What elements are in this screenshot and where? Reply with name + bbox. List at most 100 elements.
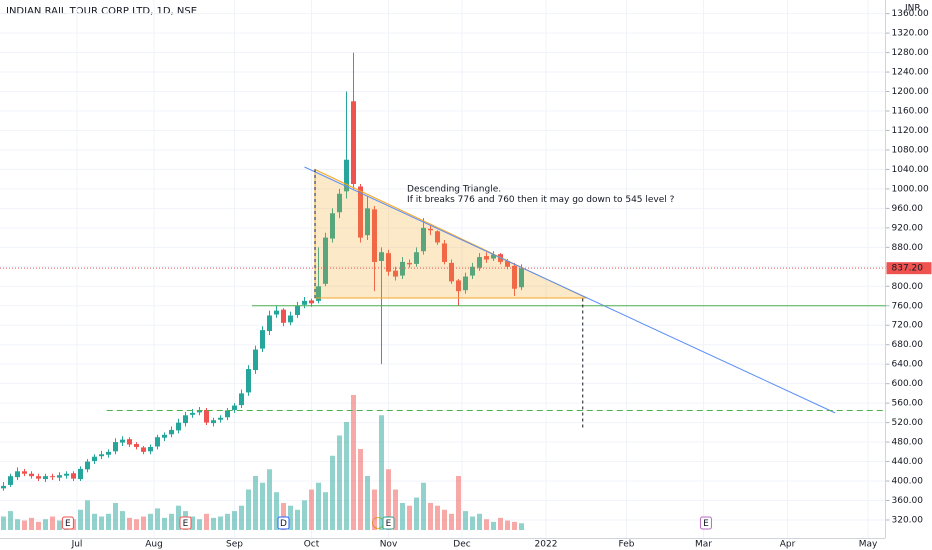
volume-bar (323, 492, 328, 530)
volume-bar (484, 519, 489, 530)
candle-body (106, 451, 111, 455)
x-tick-label: Aug (145, 540, 163, 550)
y-tick-label: 1160.00 (892, 107, 929, 117)
candle-body (197, 410, 202, 413)
volume-bar (43, 519, 48, 530)
y-tick-label: 1080.00 (892, 145, 929, 155)
candle-body (372, 209, 377, 262)
candle-body (253, 349, 258, 371)
event-marker (277, 516, 290, 530)
volume-bar (337, 435, 342, 530)
volume-bar (477, 513, 482, 530)
event-label: E (703, 519, 709, 529)
volume-bar (414, 497, 419, 530)
volume-bar (85, 500, 90, 530)
volume-bar (190, 516, 195, 530)
candle-body (190, 412, 195, 415)
candle-body (148, 446, 153, 452)
volume-bar (15, 519, 20, 530)
volume-bar (148, 513, 153, 530)
volume-bar (134, 519, 139, 530)
candle-body (519, 268, 524, 288)
candle-body (316, 286, 321, 301)
candle-body (232, 405, 237, 410)
volume-bar (22, 520, 27, 530)
volume-bar (267, 469, 272, 530)
candle-body (169, 429, 174, 435)
last-price-box (886, 262, 932, 275)
candle-body (127, 439, 132, 445)
y-tick-label: 1000.00 (892, 184, 929, 194)
event-marker (61, 516, 74, 530)
currency-label: INR (905, 4, 921, 14)
y-tick-label: 880.00 (892, 243, 924, 253)
event-marker (382, 516, 395, 530)
volume-bar (176, 505, 181, 530)
candle-body (442, 243, 447, 262)
candle-body (85, 461, 90, 470)
candle-body (113, 442, 118, 452)
y-tick-label: 920.00 (892, 223, 924, 233)
candle-body (477, 257, 482, 268)
volume-bar (330, 455, 335, 530)
candle-body (344, 159, 349, 192)
volume-bar (435, 505, 440, 530)
volume-bar (351, 395, 356, 530)
y-tick-label: 1320.00 (892, 29, 929, 39)
candle-body (57, 475, 62, 478)
candle-body (358, 186, 363, 238)
candle-body (428, 228, 433, 231)
x-tick-label: Dec (453, 540, 470, 550)
candle-body (260, 330, 265, 349)
candle-body (155, 437, 160, 447)
volume-bar (225, 513, 230, 530)
volume-bar (120, 511, 125, 530)
event-label: E (65, 519, 71, 529)
candle-body (78, 468, 83, 480)
volume-bar (379, 415, 384, 530)
candle-body (211, 420, 216, 424)
volume-bar (127, 517, 132, 530)
candle-body (43, 476, 48, 480)
candle-body (141, 447, 146, 452)
volume-bar (393, 489, 398, 530)
candle-body (8, 476, 13, 485)
volume-bar (386, 469, 391, 530)
candle-body (491, 254, 496, 259)
candle-body (246, 369, 251, 393)
y-tick-label: 1280.00 (892, 48, 929, 58)
candle-body (274, 310, 279, 315)
volume-bar (155, 508, 160, 530)
candle-body (183, 415, 188, 424)
volume-bar (106, 513, 111, 530)
volume-bar (365, 476, 370, 530)
candle-body (351, 101, 356, 185)
volume-bar (162, 517, 167, 530)
volume-bar (463, 511, 468, 530)
volume-bar (92, 513, 97, 530)
x-tick-label: Oct (304, 540, 320, 550)
volume-bar (50, 516, 55, 530)
volume-bar (358, 449, 363, 530)
y-tick-label: 480.00 (892, 438, 924, 448)
volume-bar (400, 503, 405, 530)
annotation-text: If it breaks 776 and 760 then it may go … (407, 195, 675, 205)
candle-body (218, 417, 223, 420)
candle-body (204, 409, 209, 423)
candle-body (309, 300, 314, 304)
volume-bar (498, 517, 503, 530)
annotation-text: Descending Triangle. (407, 184, 501, 194)
volume-bar (274, 492, 279, 530)
volume-bar (239, 505, 244, 530)
candle-body (456, 280, 461, 292)
candle-body (512, 265, 517, 289)
candle-body (365, 208, 370, 236)
volume-bar (288, 505, 293, 530)
volume-bar (519, 523, 524, 530)
chart-title: INDIAN RAIL TOUR CORP LTD, 1D, NSE (6, 6, 197, 17)
volume-bar (57, 520, 62, 530)
volume-bar (260, 482, 265, 530)
x-tick-label: Nov (380, 540, 398, 550)
volume-bar (470, 516, 475, 530)
